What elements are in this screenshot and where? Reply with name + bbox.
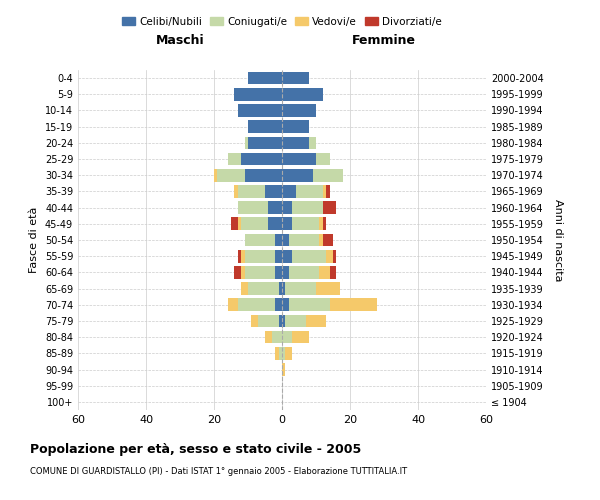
Bar (323, 218, 326, 230)
Bar (323, 185, 326, 198)
Bar (217, 169, 245, 181)
Bar (282, 314, 286, 328)
Bar (248, 120, 282, 133)
Bar (282, 202, 292, 214)
Bar (329, 298, 377, 311)
Bar (289, 298, 329, 311)
Bar (231, 218, 238, 230)
Bar (292, 202, 323, 214)
Bar (286, 314, 306, 328)
Y-axis label: Anni di nascita: Anni di nascita (553, 198, 563, 281)
Bar (238, 250, 241, 262)
Bar (275, 298, 282, 311)
Bar (241, 152, 282, 166)
Bar (323, 234, 333, 246)
Bar (282, 152, 316, 166)
Bar (245, 250, 275, 262)
Bar (235, 185, 238, 198)
Bar (289, 266, 319, 278)
Bar (248, 72, 282, 85)
Bar (292, 331, 309, 344)
Bar (282, 185, 296, 198)
Bar (309, 136, 316, 149)
Bar (238, 298, 275, 311)
Bar (323, 202, 337, 214)
Legend: Celibi/Nubili, Coniugati/e, Vedovi/e, Divorziati/e: Celibi/Nubili, Coniugati/e, Vedovi/e, Di… (118, 12, 446, 31)
Bar (227, 298, 238, 311)
Text: Popolazione per età, sesso e stato civile - 2005: Popolazione per età, sesso e stato civil… (30, 442, 361, 456)
Bar (272, 331, 282, 344)
Bar (258, 314, 278, 328)
Bar (241, 250, 245, 262)
Bar (235, 88, 282, 101)
Bar (282, 347, 286, 360)
Bar (286, 282, 316, 295)
Bar (278, 282, 282, 295)
Bar (238, 202, 268, 214)
Bar (268, 218, 282, 230)
Bar (306, 314, 326, 328)
Bar (235, 266, 241, 278)
Bar (333, 250, 337, 262)
Bar (282, 120, 309, 133)
Bar (282, 298, 289, 311)
Bar (316, 152, 329, 166)
Bar (275, 250, 282, 262)
Bar (282, 234, 289, 246)
Bar (251, 314, 258, 328)
Bar (282, 88, 323, 101)
Bar (329, 266, 337, 278)
Bar (238, 185, 265, 198)
Bar (238, 104, 282, 117)
Bar (282, 72, 309, 85)
Bar (275, 234, 282, 246)
Text: Maschi: Maschi (155, 34, 205, 48)
Bar (292, 250, 326, 262)
Bar (275, 266, 282, 278)
Bar (245, 136, 248, 149)
Bar (245, 169, 282, 181)
Bar (248, 136, 282, 149)
Bar (326, 250, 333, 262)
Bar (313, 169, 343, 181)
Bar (282, 363, 286, 376)
Bar (227, 152, 241, 166)
Bar (278, 314, 282, 328)
Bar (282, 136, 309, 149)
Bar (282, 331, 292, 344)
Bar (245, 266, 275, 278)
Bar (268, 202, 282, 214)
Bar (292, 218, 319, 230)
Bar (241, 266, 245, 278)
Bar (319, 234, 323, 246)
Bar (282, 104, 316, 117)
Bar (282, 169, 313, 181)
Bar (238, 218, 241, 230)
Bar (286, 347, 292, 360)
Bar (282, 282, 286, 295)
Bar (296, 185, 323, 198)
Bar (265, 185, 282, 198)
Bar (245, 234, 275, 246)
Bar (282, 218, 292, 230)
Bar (282, 266, 289, 278)
Bar (282, 250, 292, 262)
Bar (241, 218, 268, 230)
Bar (319, 266, 329, 278)
Y-axis label: Fasce di età: Fasce di età (29, 207, 39, 273)
Bar (319, 218, 323, 230)
Bar (265, 331, 272, 344)
Text: Femmine: Femmine (352, 34, 416, 48)
Text: COMUNE DI GUARDISTALLO (PI) - Dati ISTAT 1° gennaio 2005 - Elaborazione TUTTITAL: COMUNE DI GUARDISTALLO (PI) - Dati ISTAT… (30, 468, 407, 476)
Bar (326, 185, 329, 198)
Bar (241, 282, 248, 295)
Bar (316, 282, 340, 295)
Bar (275, 347, 278, 360)
Bar (289, 234, 319, 246)
Bar (248, 282, 278, 295)
Bar (214, 169, 217, 181)
Bar (278, 347, 282, 360)
